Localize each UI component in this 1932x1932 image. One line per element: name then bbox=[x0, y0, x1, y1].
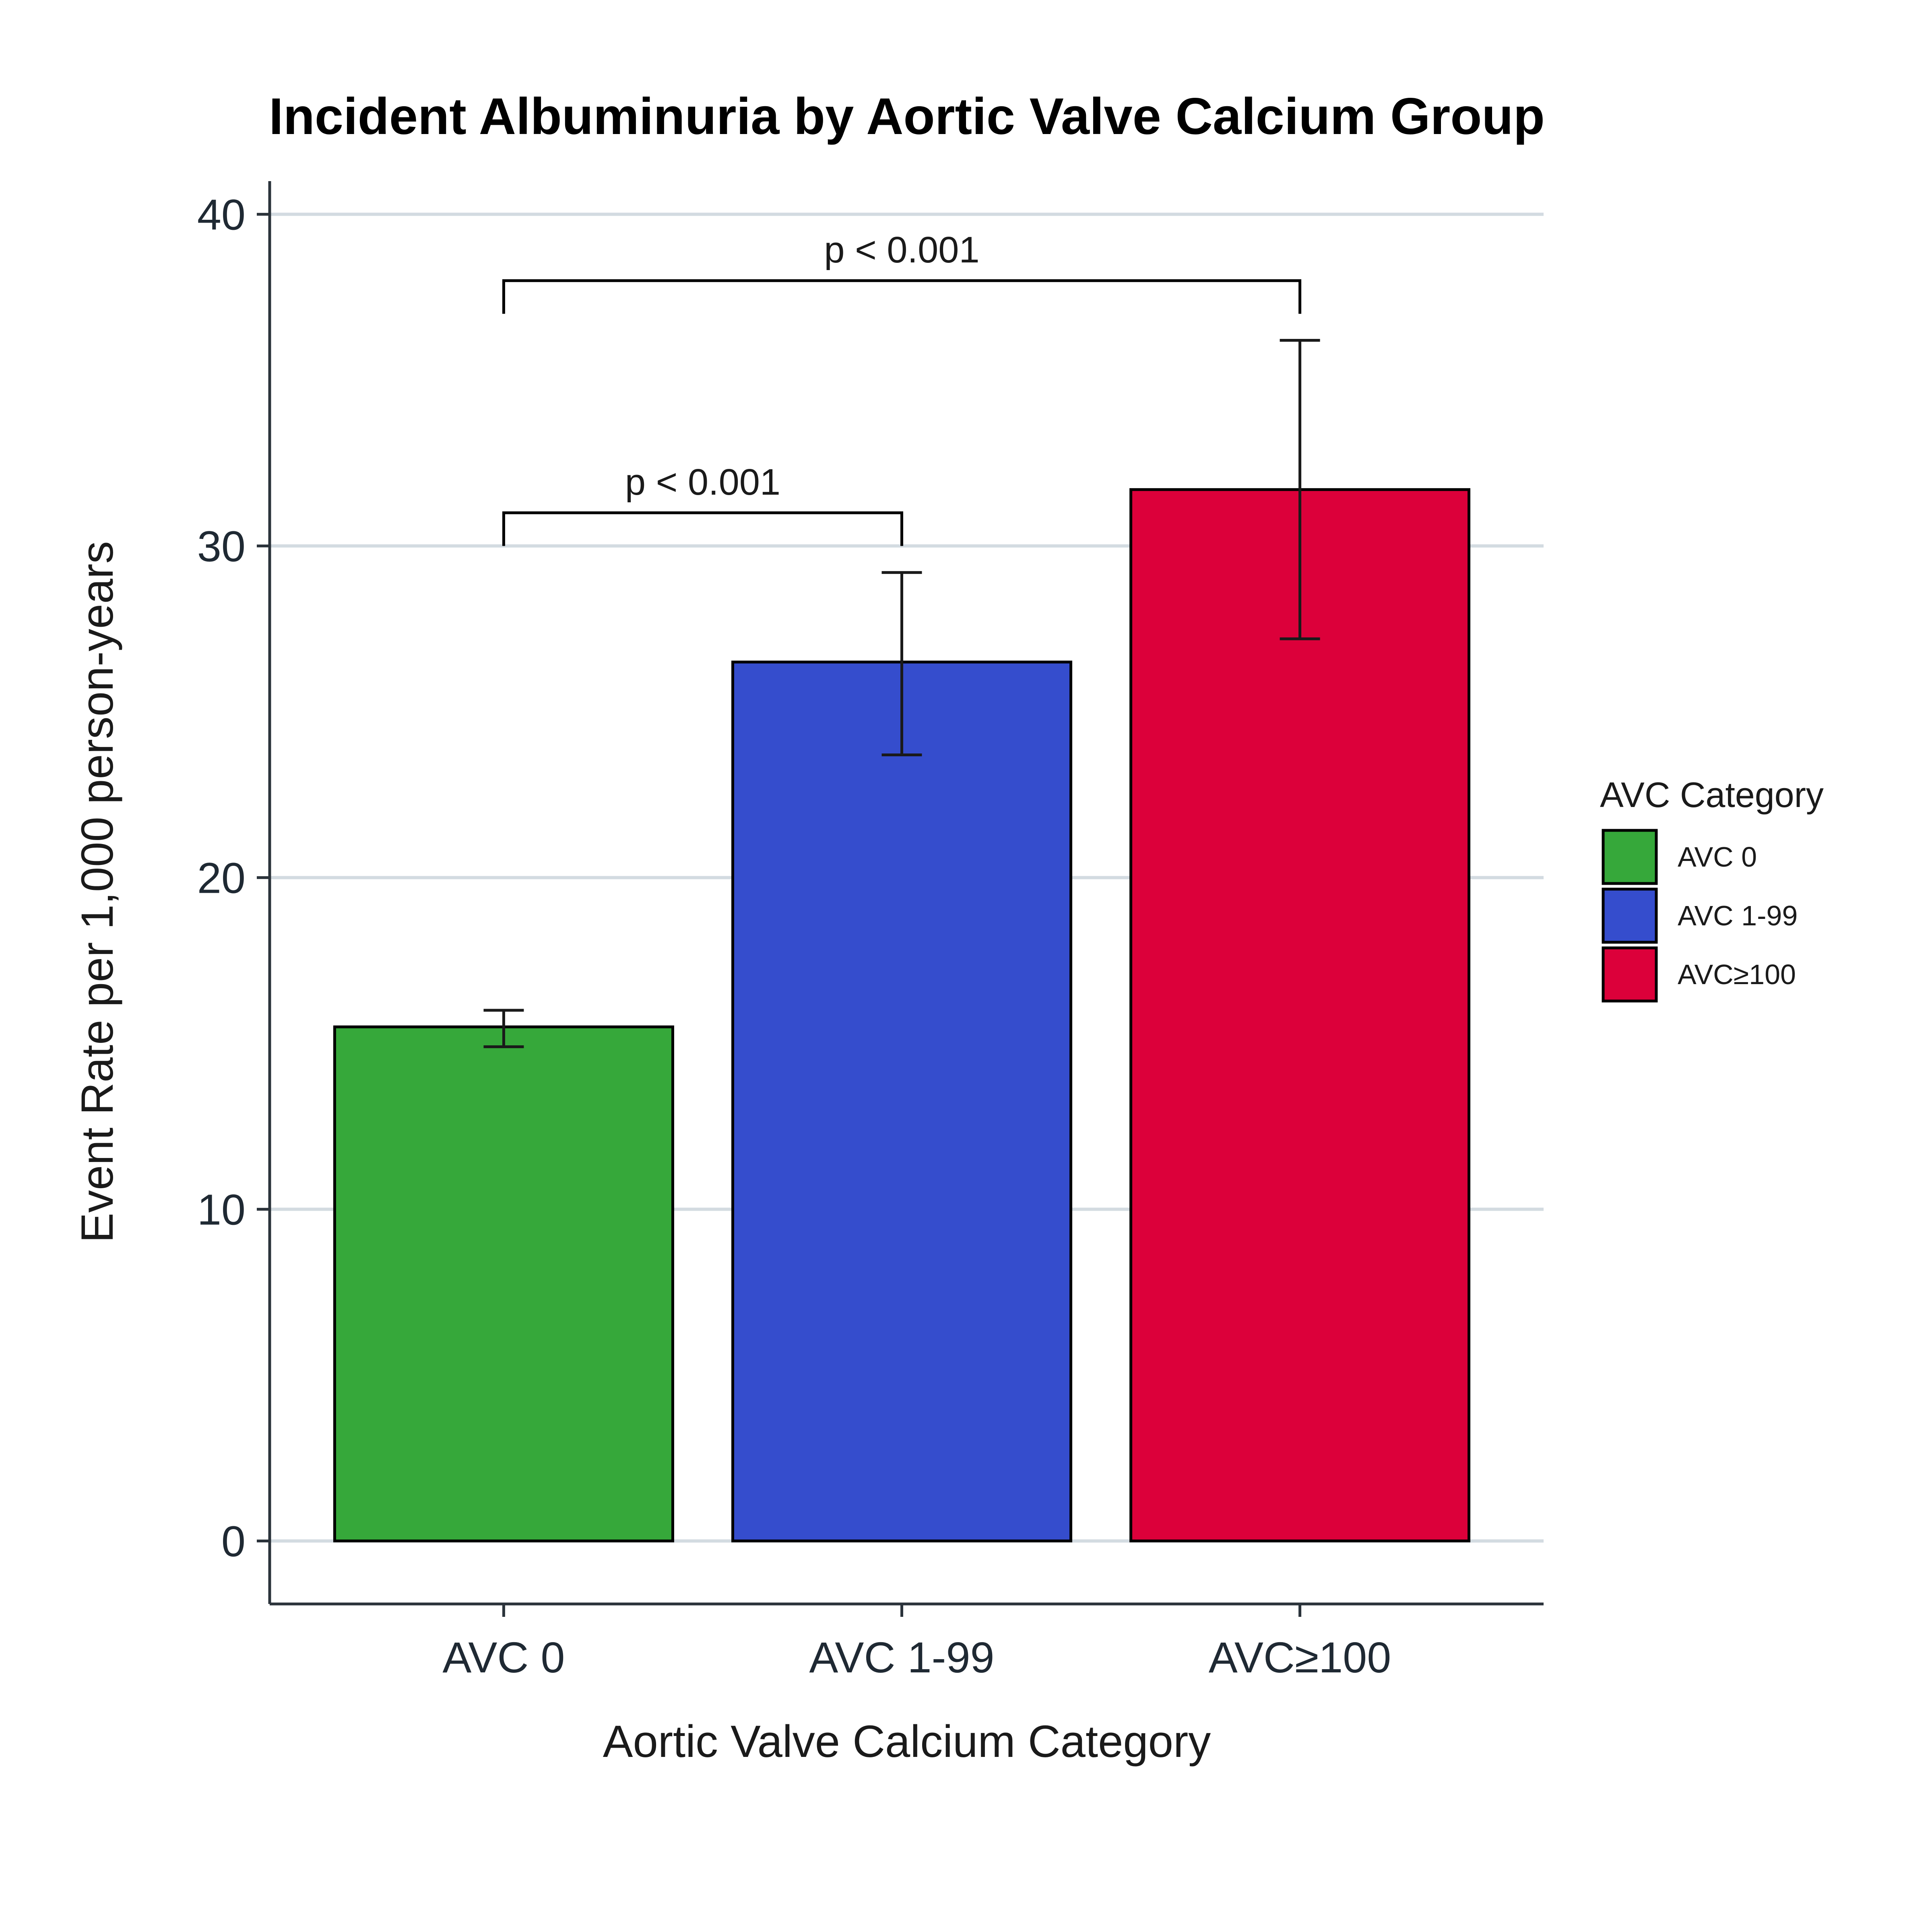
significance-bracket bbox=[502, 511, 903, 546]
x-tick-label: AVC≥100 bbox=[1209, 1633, 1391, 1682]
x-tick-label: AVC 1-99 bbox=[809, 1633, 994, 1682]
y-tick-label: 40 bbox=[197, 190, 246, 239]
chart-title: Incident Albuminuria by Aortic Valve Cal… bbox=[269, 88, 1545, 145]
p-value-label: p < 0.001 bbox=[625, 462, 780, 503]
x-axis-title: Aortic Valve Calcium Category bbox=[603, 1716, 1211, 1767]
bar bbox=[731, 661, 1072, 1542]
x-tick-label: AVC 0 bbox=[442, 1633, 565, 1682]
legend-swatch bbox=[1602, 946, 1658, 1003]
bars bbox=[333, 488, 1471, 1542]
legend-label: AVC 0 bbox=[1678, 841, 1757, 873]
legend: AVC Category AVC 0 AVC 1-99 AVC≥100 bbox=[1600, 775, 1824, 1003]
y-tick-label: 0 bbox=[221, 1517, 246, 1565]
legend-title: AVC Category bbox=[1600, 775, 1824, 815]
axes: 0 10 20 30 40 AVC 0 AVC 1-99 AVC≥100 bbox=[197, 181, 1544, 1682]
y-tick-label: 20 bbox=[197, 853, 246, 902]
legend-swatch bbox=[1602, 829, 1658, 885]
significance-brackets: p < 0.001 p < 0.001 bbox=[502, 229, 1302, 546]
p-value-label: p < 0.001 bbox=[824, 229, 979, 270]
significance-bracket bbox=[502, 279, 1302, 314]
bar bbox=[1129, 488, 1471, 1542]
y-tick-label: 30 bbox=[197, 522, 246, 570]
y-tick-label: 10 bbox=[197, 1185, 246, 1234]
legend-label: AVC 1-99 bbox=[1678, 900, 1798, 931]
bar bbox=[333, 1025, 674, 1542]
legend-items: AVC 0 AVC 1-99 AVC≥100 bbox=[1602, 829, 1798, 1003]
legend-label: AVC≥100 bbox=[1678, 959, 1796, 990]
y-axis-title: Event Rate per 1,000 person-years bbox=[72, 541, 122, 1243]
legend-swatch bbox=[1602, 888, 1658, 944]
error-bars bbox=[483, 339, 1320, 1049]
